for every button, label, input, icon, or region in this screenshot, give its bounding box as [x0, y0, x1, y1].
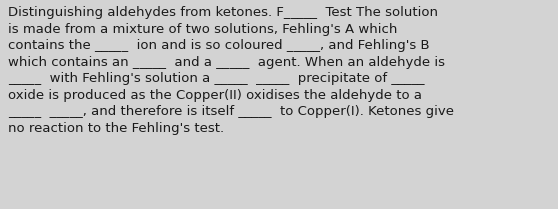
Text: Distinguishing aldehydes from ketones. F_____  Test The solution
is made from a : Distinguishing aldehydes from ketones. F…	[8, 6, 454, 135]
